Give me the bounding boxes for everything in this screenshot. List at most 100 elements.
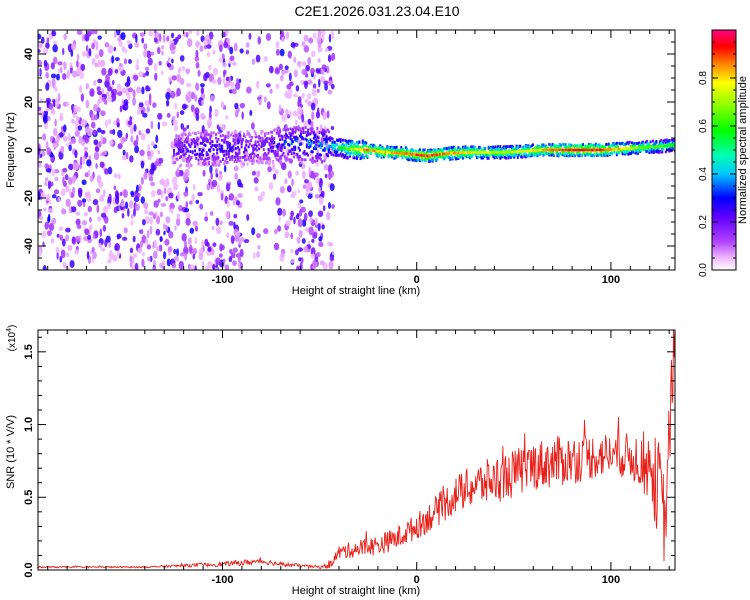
spectrogram-cell [586, 144, 589, 148]
spectrogram-cell [38, 110, 44, 117]
spectrogram-ridge-cell [505, 151, 509, 154]
spectrogram-ridge-cell [375, 149, 378, 153]
spectrogram-cell [293, 56, 297, 64]
spectrogram-cell [368, 146, 371, 150]
spectrogram-ridge-cell [428, 154, 431, 157]
spectrogram-cell [86, 159, 92, 167]
spectrogram-cell [576, 146, 579, 150]
spectrogram-cell [328, 148, 331, 152]
spectrogram-cell [622, 143, 625, 146]
spectrogram-cell [186, 124, 190, 129]
spectrogram-cell [173, 151, 176, 155]
spectrogram-cell [365, 144, 368, 148]
spectrogram-cell [219, 148, 222, 152]
spectrogram-cell [100, 247, 106, 252]
spectrogram-cell [196, 137, 199, 141]
spectrogram-cell [315, 147, 318, 151]
spectrogram-cell [295, 214, 300, 220]
spectrogram-cell [531, 147, 534, 151]
spectrogram-cell [181, 65, 185, 72]
spectrogram-cell [100, 129, 106, 135]
spectrogram-ridge-cell [361, 148, 364, 151]
spectrogram-cell [144, 66, 150, 72]
spectrogram-cell [232, 200, 236, 206]
spectrogram-cell [144, 216, 151, 224]
spectrogram-cell [239, 159, 242, 163]
spectrogram-cell [535, 153, 538, 157]
spectrogram-cell [665, 138, 668, 142]
spectrogram-cell [558, 143, 561, 147]
spectrogram-cell [513, 148, 516, 152]
spectrogram-cell [47, 213, 51, 222]
spectrogram-cell [562, 151, 565, 155]
spectrogram-cell [46, 37, 50, 44]
spectrogram-cell [305, 191, 309, 197]
spectrogram-cell [466, 154, 469, 158]
spectrogram-cell [100, 110, 106, 117]
spectrogram-cell [662, 147, 665, 151]
spectrogram-cell [46, 193, 51, 202]
spectrogram-cell [127, 87, 134, 93]
spectrogram-cell [205, 138, 208, 141]
spectrogram-ridge-cell [591, 148, 594, 152]
spectrogram-cell [599, 146, 602, 150]
spectrogram-cell [270, 149, 273, 153]
spectrogram-cell [228, 148, 231, 152]
spectrogram-cell [274, 228, 278, 235]
spectrogram-cell [185, 157, 188, 161]
spectrogram-ridge-cell [429, 154, 432, 157]
spectrogram-cell [417, 149, 420, 153]
spectrogram-cell [670, 138, 673, 142]
spectrogram-cell [280, 146, 283, 150]
spectrogram-cell [657, 147, 660, 150]
spectrogram-cell [658, 140, 661, 144]
spectrogram-cell [300, 142, 303, 146]
spectrogram-cell [95, 42, 99, 51]
spectrogram-cell [251, 162, 254, 166]
spectrogram-cell [233, 160, 236, 163]
spectrogram-cell [252, 148, 255, 152]
spectrogram-cell [79, 85, 83, 93]
spectrogram-cell [177, 191, 181, 201]
spectrogram-cell [177, 151, 180, 154]
spectrogram-cell [628, 140, 631, 144]
spectrogram-cell [587, 142, 590, 146]
spectrogram-cell [290, 138, 293, 141]
spectrogram-cell [202, 137, 205, 141]
spectrogram-cell [289, 150, 292, 153]
spectrogram-cell [338, 153, 341, 157]
spectrogram-cell [596, 147, 599, 151]
spectrogram-cell [492, 145, 495, 149]
spectrogram-cell [469, 156, 472, 160]
spectrogram-cell [210, 145, 213, 149]
spectrogram-ridge-cell [515, 150, 518, 153]
spectrogram-cell [575, 150, 578, 154]
spectrogram-cell [522, 148, 525, 152]
spectrogram-cell [147, 144, 151, 153]
spectrogram-cell [233, 42, 238, 52]
y-tick-label: 1.5 [23, 344, 35, 359]
spectrogram-cell [135, 184, 139, 193]
spectrogram-cell [165, 92, 171, 100]
spectrogram-ridge-cell [409, 152, 412, 156]
spectrogram-cell [97, 216, 102, 222]
spectrogram-cell [626, 150, 629, 154]
spectrogram-cell [248, 133, 251, 136]
spectrogram-cell [221, 53, 225, 60]
spectrogram-cell [297, 247, 303, 252]
spectrogram-cell [493, 152, 496, 156]
spectrogram-cell [57, 92, 61, 102]
spectrogram-cell [253, 143, 256, 147]
spectrogram-cell [50, 73, 57, 79]
spectrogram-cell [298, 257, 302, 262]
spectrogram-ridge-cell [449, 152, 453, 155]
spectrogram-cell [183, 246, 189, 256]
spectrogram-cell [175, 217, 181, 227]
spectrogram-cell [640, 144, 643, 148]
spectrogram-cell [150, 120, 154, 130]
spectrogram-cell [523, 154, 526, 158]
spectrogram-cell [230, 252, 236, 259]
spectrogram-cell [178, 148, 181, 152]
spectrogram-cell [516, 146, 519, 150]
spectrogram-ridge-cell [342, 146, 345, 150]
